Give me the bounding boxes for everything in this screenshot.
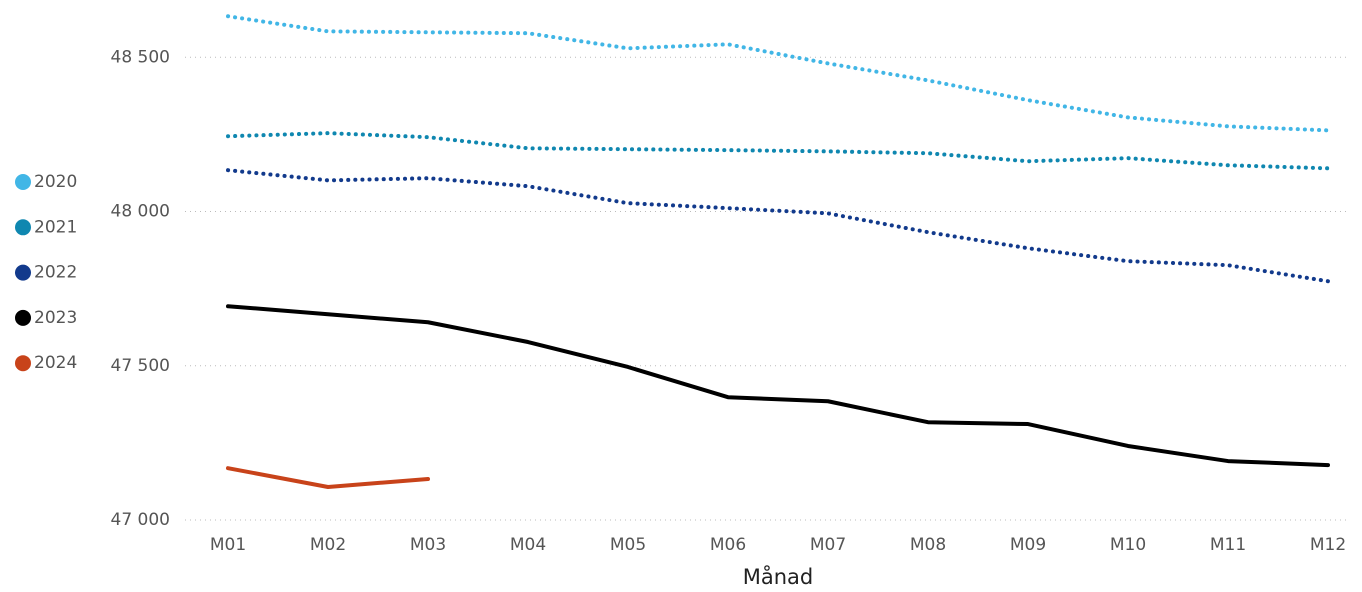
y-tick-label: 48 000	[111, 202, 170, 222]
x-tick-label: M12	[1310, 535, 1346, 555]
x-tick-label: M08	[910, 535, 946, 555]
y-tick-label: 47 000	[111, 510, 170, 530]
line	[226, 14, 1330, 133]
x-tick-label: M02	[310, 535, 346, 555]
x-tick-label: M11	[1210, 535, 1246, 555]
x-tick-label: M09	[1010, 535, 1046, 555]
legend-label: 2021	[34, 217, 77, 237]
y-tick-label: 47 500	[111, 356, 170, 376]
line	[226, 131, 1330, 171]
x-tick-label: M03	[410, 535, 446, 555]
legend-marker	[15, 174, 31, 190]
legend-label: 2024	[34, 353, 77, 373]
line	[226, 168, 1330, 284]
x-tick-label: M04	[510, 535, 546, 555]
x-tick-label: M01	[210, 535, 246, 555]
legend-label: 2020	[34, 172, 77, 192]
y-tick-label: 48 500	[111, 47, 170, 67]
legend-marker	[15, 309, 31, 326]
legend-label: 2022	[34, 263, 77, 283]
x-tick-label: M05	[610, 535, 646, 555]
legend-marker	[15, 219, 31, 236]
line	[226, 466, 430, 489]
legend-marker	[15, 264, 31, 281]
x-axis-title: Månad	[743, 564, 814, 589]
line	[226, 304, 1330, 468]
x-tick-label: M07	[810, 535, 846, 555]
x-tick-label: M06	[710, 535, 746, 555]
legend-label: 2023	[34, 308, 77, 328]
x-tick-label: M10	[1110, 535, 1146, 555]
legend-marker	[15, 355, 31, 372]
